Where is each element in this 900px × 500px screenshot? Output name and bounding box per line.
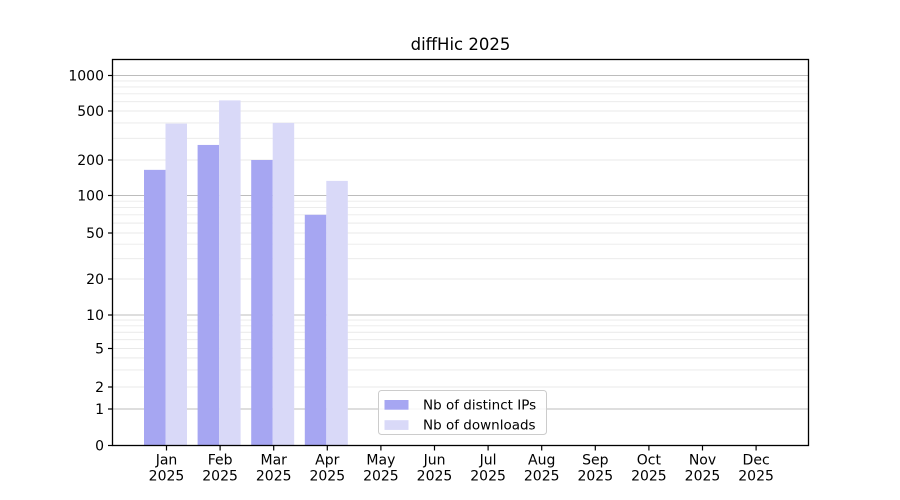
y-axis: 0 1 2 5 10 20 50 100 200 500 1000 xyxy=(68,69,113,455)
x-tick-label-year: 2025 xyxy=(631,469,667,485)
x-tick-label-year: 2025 xyxy=(524,469,560,485)
y-tick-label: 200 xyxy=(77,153,104,169)
y-tick-label: 2 xyxy=(95,380,104,396)
x-tick-label-month: Apr xyxy=(315,453,339,469)
x-tick-label-month: Jan xyxy=(155,453,178,469)
y-tick-label: 5 xyxy=(95,342,104,358)
bar-distinct-ips-apr xyxy=(304,214,327,446)
y-tick-label: 0 xyxy=(95,439,104,455)
bar-downloads-jan xyxy=(165,123,187,446)
y-tick-label: 50 xyxy=(86,226,104,242)
x-tick-label-month: Jun xyxy=(423,453,446,469)
x-tick-label-month: Mar xyxy=(260,453,287,469)
bar-distinct-ips-jan xyxy=(144,169,166,446)
legend: Nb of distinct IPs Nb of downloads xyxy=(378,390,547,435)
y-tick-label: 1 xyxy=(95,402,104,418)
x-tick-label-year: 2025 xyxy=(738,469,774,485)
bar-downloads-mar xyxy=(272,122,295,446)
x-tick-label-year: 2025 xyxy=(685,469,721,485)
x-tick-label-year: 2025 xyxy=(149,469,185,485)
x-tick-label-month: Aug xyxy=(528,453,555,469)
bars xyxy=(144,100,348,446)
bar-downloads-feb xyxy=(219,100,241,446)
x-axis: Jan2025Feb2025Mar2025Apr2025May2025Jun20… xyxy=(149,445,774,485)
x-tick-label-month: Oct xyxy=(637,453,662,469)
x-tick-label-year: 2025 xyxy=(202,469,238,485)
bar-downloads-apr xyxy=(326,180,348,446)
legend-label-distinct-ips: Nb of distinct IPs xyxy=(423,397,536,413)
y-tick-label: 100 xyxy=(77,189,104,205)
legend-box xyxy=(378,390,547,435)
x-tick-label-year: 2025 xyxy=(309,469,345,485)
x-tick-label-month: Jul xyxy=(479,453,497,469)
x-tick-label-year: 2025 xyxy=(363,469,399,485)
bar-distinct-ips-feb xyxy=(197,144,220,446)
legend-swatch-distinct-ips xyxy=(384,400,409,410)
plot-border xyxy=(111,58,810,447)
y-tick-label: 20 xyxy=(86,272,104,288)
legend-swatch-downloads xyxy=(384,420,409,430)
x-tick-label-month: Dec xyxy=(743,453,770,469)
y-tick-label: 1000 xyxy=(68,69,104,85)
x-tick-label-year: 2025 xyxy=(470,469,506,485)
title: diffHic 2025 xyxy=(411,35,511,54)
x-tick-label-month: May xyxy=(366,453,395,469)
x-tick-label-year: 2025 xyxy=(256,469,292,485)
x-tick-label-month: Nov xyxy=(689,453,716,469)
legend-label-downloads: Nb of downloads xyxy=(423,418,536,434)
x-tick-label-month: Feb xyxy=(208,453,233,469)
y-tick-label: 500 xyxy=(77,104,104,120)
x-tick-label-year: 2025 xyxy=(577,469,613,485)
bar-distinct-ips-mar xyxy=(251,160,273,446)
x-tick-label-month: Sep xyxy=(582,453,609,469)
axes-frame xyxy=(111,58,810,447)
chart-title: diffHic 2025 xyxy=(411,35,511,54)
x-tick-label-year: 2025 xyxy=(417,469,453,485)
y-tick-label: 10 xyxy=(86,308,104,324)
